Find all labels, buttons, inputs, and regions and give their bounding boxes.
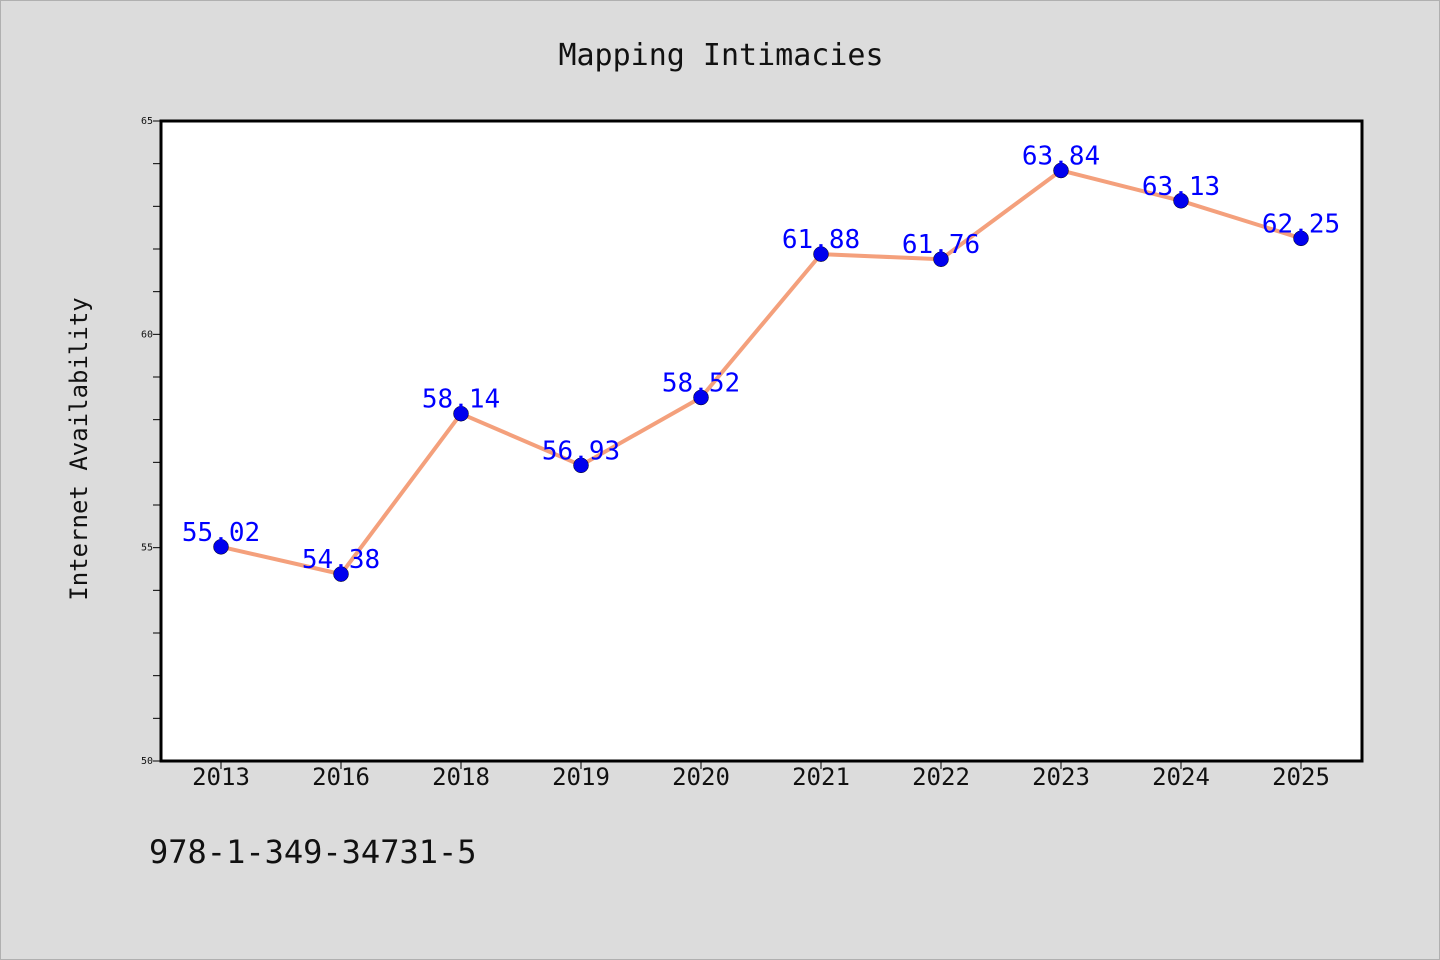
data-point xyxy=(1173,193,1189,209)
x-tick-label: 2024 xyxy=(1152,763,1210,791)
data-label: 58.14 xyxy=(422,385,500,415)
data-label: 61.76 xyxy=(902,230,980,260)
data-label: 62.25 xyxy=(1262,209,1340,239)
data-point xyxy=(453,405,469,422)
y-axis-ticks: 50 55 60 65 xyxy=(141,116,161,767)
data-label: 61.88 xyxy=(782,225,860,255)
data-point xyxy=(1293,230,1309,247)
data-point xyxy=(333,566,349,582)
y-tick-label: 65 xyxy=(141,116,153,127)
data-label: 56.93 xyxy=(542,436,620,466)
plot-area xyxy=(159,119,1364,763)
y-tick-label: 60 xyxy=(141,329,153,340)
data-point xyxy=(813,246,829,262)
series-layer xyxy=(213,162,1309,582)
data-point xyxy=(933,251,949,267)
x-tick-label: 2022 xyxy=(912,763,970,791)
x-tick-label: 2018 xyxy=(432,763,490,791)
data-point xyxy=(1053,162,1069,179)
x-tick-label: 2016 xyxy=(312,763,370,791)
data-labels-layer: 55.02 54.38 58.14 56.93 58.52 61.88 61.76 63.84… xyxy=(182,141,1340,575)
y-axis-label: Internet Availability xyxy=(65,297,93,600)
x-axis-ticks: 2013 2016 2018 2019 2020 2021 2022 2023 2024 2025 xyxy=(192,761,1330,791)
series-line xyxy=(219,168,1303,577)
data-point xyxy=(213,539,229,555)
y-tick-label: 55 xyxy=(141,543,153,554)
x-tick-label: 2023 xyxy=(1032,763,1090,791)
x-tick-label: 2021 xyxy=(792,763,850,791)
x-tick-label: 2013 xyxy=(192,763,250,791)
chart-title: Mapping Intimacies xyxy=(558,38,883,73)
x-tick-label: 2019 xyxy=(552,763,610,791)
isbn-code: 978-1-349-34731-5 xyxy=(149,833,477,871)
data-label: 63.84 xyxy=(1022,141,1100,171)
data-point xyxy=(693,389,709,406)
data-label: 58.52 xyxy=(662,368,740,398)
data-point xyxy=(573,457,589,474)
data-label: 63.13 xyxy=(1142,172,1220,202)
data-label: 55.02 xyxy=(182,518,260,548)
y-tick-label: 50 xyxy=(141,756,153,767)
x-tick-label: 2020 xyxy=(672,763,730,791)
data-label: 54.38 xyxy=(302,545,380,575)
x-tick-label: 2025 xyxy=(1272,763,1330,791)
